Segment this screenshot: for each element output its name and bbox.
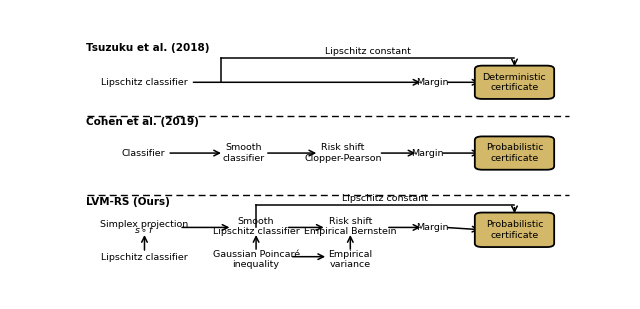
- Text: $s \circ f$: $s \circ f$: [134, 224, 155, 235]
- Text: Lipschitz constant: Lipschitz constant: [342, 194, 428, 203]
- Text: Risk shift
Empirical Bernstein: Risk shift Empirical Bernstein: [304, 217, 397, 236]
- Text: Margin: Margin: [416, 223, 449, 232]
- Text: Lipschitz classifier: Lipschitz classifier: [101, 78, 188, 87]
- Text: Lipschitz constant: Lipschitz constant: [325, 47, 411, 56]
- Text: Risk shift
Clopper-Pearson: Risk shift Clopper-Pearson: [304, 143, 381, 163]
- Text: Smooth
classifier: Smooth classifier: [223, 143, 265, 163]
- FancyBboxPatch shape: [475, 213, 554, 247]
- Text: Gaussian Poincaré
inequality: Gaussian Poincaré inequality: [212, 250, 300, 269]
- FancyBboxPatch shape: [475, 66, 554, 99]
- Text: Margin: Margin: [416, 78, 449, 87]
- Text: Deterministic
certificate: Deterministic certificate: [483, 73, 547, 92]
- Text: Smooth
Lipschitz classifier: Smooth Lipschitz classifier: [212, 217, 300, 236]
- FancyBboxPatch shape: [475, 136, 554, 170]
- Text: Simplex projection: Simplex projection: [100, 220, 189, 229]
- Text: Lipschitz classifier: Lipschitz classifier: [101, 253, 188, 262]
- Text: Probabilistic
certificate: Probabilistic certificate: [486, 143, 543, 163]
- Text: LVM-RS (Ours): LVM-RS (Ours): [86, 197, 170, 207]
- Text: Cohen et al. (2019): Cohen et al. (2019): [86, 117, 199, 127]
- Text: Empirical
variance: Empirical variance: [328, 250, 372, 269]
- Text: Tsuzuku et al. (2018): Tsuzuku et al. (2018): [86, 43, 209, 53]
- Text: Probabilistic
certificate: Probabilistic certificate: [486, 220, 543, 239]
- Text: Classifier: Classifier: [122, 149, 165, 158]
- Text: Margin: Margin: [411, 149, 444, 158]
